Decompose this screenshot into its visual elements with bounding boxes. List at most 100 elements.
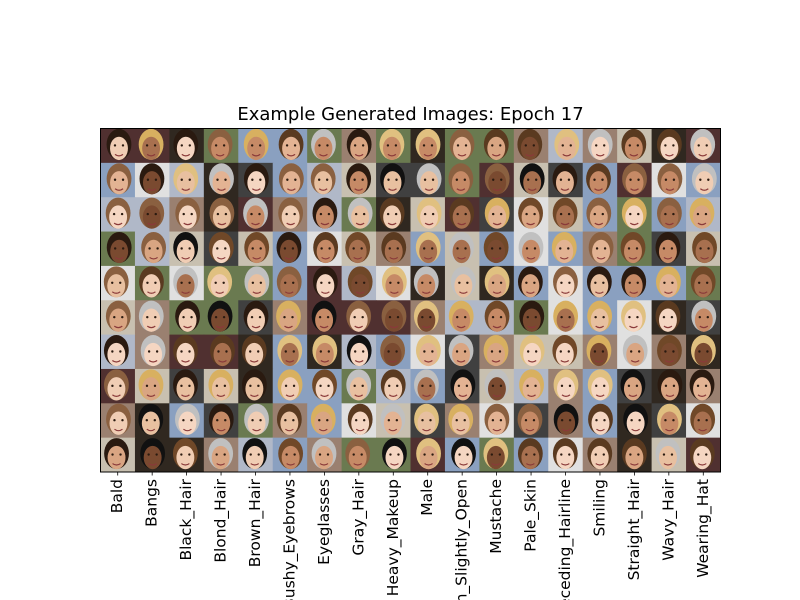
face bbox=[176, 274, 195, 298]
x-tick-label: Straight_Hair bbox=[625, 478, 644, 580]
mouth bbox=[286, 153, 296, 157]
face bbox=[212, 411, 231, 435]
face-tile bbox=[410, 300, 446, 336]
face bbox=[178, 308, 197, 332]
face-tile bbox=[169, 334, 205, 370]
mouth bbox=[252, 428, 261, 432]
mouth bbox=[389, 325, 399, 329]
eye bbox=[389, 281, 392, 284]
face-tile bbox=[651, 334, 687, 370]
x-tick-label: Smiling bbox=[590, 479, 608, 537]
face-tile bbox=[272, 231, 308, 267]
face bbox=[383, 342, 402, 367]
eye bbox=[154, 212, 157, 216]
face-tile bbox=[513, 368, 549, 404]
face-tile bbox=[272, 437, 308, 473]
face-tile bbox=[444, 231, 480, 267]
face bbox=[419, 136, 437, 161]
eye bbox=[431, 453, 434, 456]
eye bbox=[664, 384, 668, 388]
eye bbox=[180, 350, 183, 353]
face bbox=[315, 205, 334, 229]
mouth bbox=[215, 153, 225, 157]
eye bbox=[292, 418, 295, 422]
eye bbox=[525, 247, 529, 250]
mouth bbox=[697, 394, 707, 397]
eye bbox=[595, 247, 599, 250]
face bbox=[693, 411, 712, 435]
eye bbox=[499, 212, 503, 216]
eye bbox=[593, 212, 596, 216]
eye bbox=[111, 384, 114, 388]
face bbox=[349, 308, 368, 332]
face-tile bbox=[238, 231, 274, 267]
eye bbox=[145, 384, 149, 388]
eye bbox=[595, 144, 598, 147]
mouth bbox=[594, 359, 604, 363]
face bbox=[521, 445, 540, 470]
face-tile bbox=[651, 300, 687, 336]
mouth bbox=[148, 463, 158, 466]
face bbox=[176, 171, 195, 195]
eye bbox=[638, 418, 641, 422]
face bbox=[488, 171, 507, 195]
face bbox=[383, 205, 402, 229]
face-tile bbox=[238, 265, 274, 301]
face bbox=[315, 308, 334, 332]
face-tile bbox=[272, 197, 308, 233]
face-tile bbox=[410, 265, 446, 301]
mouth bbox=[181, 256, 191, 260]
eye bbox=[635, 384, 639, 388]
eye bbox=[697, 281, 701, 284]
face bbox=[279, 308, 298, 332]
face-tile bbox=[444, 162, 480, 198]
face bbox=[176, 377, 195, 401]
face-tile bbox=[444, 403, 480, 439]
face bbox=[176, 445, 195, 470]
face bbox=[488, 274, 507, 298]
mouth bbox=[457, 153, 467, 157]
eye bbox=[603, 418, 606, 422]
face-tile bbox=[376, 300, 411, 336]
eye bbox=[672, 350, 675, 353]
face bbox=[348, 445, 367, 470]
mouth bbox=[319, 325, 329, 329]
eye bbox=[603, 384, 606, 388]
eye bbox=[568, 384, 572, 388]
eye bbox=[629, 350, 633, 353]
mouth bbox=[320, 394, 329, 397]
face-tile bbox=[686, 334, 721, 370]
face-tile bbox=[376, 437, 411, 473]
eye bbox=[387, 350, 390, 353]
eye bbox=[180, 384, 183, 388]
face bbox=[315, 342, 334, 367]
face-tile bbox=[582, 403, 618, 439]
mouth bbox=[252, 291, 262, 294]
eye bbox=[457, 384, 461, 388]
mouth bbox=[218, 359, 227, 363]
face-tile bbox=[513, 300, 549, 336]
mouth bbox=[423, 256, 433, 260]
eye bbox=[636, 315, 639, 319]
eye bbox=[567, 212, 571, 216]
face bbox=[624, 136, 643, 161]
face-tile bbox=[100, 231, 136, 267]
mouth bbox=[215, 325, 225, 329]
mouth bbox=[423, 153, 433, 157]
eye bbox=[629, 178, 632, 181]
mouth bbox=[318, 188, 328, 191]
face-tile bbox=[203, 300, 239, 336]
mouth bbox=[595, 325, 604, 329]
face-tile bbox=[307, 162, 343, 198]
mouth bbox=[146, 153, 156, 157]
mouth bbox=[249, 359, 259, 363]
face bbox=[107, 377, 126, 401]
eye bbox=[180, 178, 183, 181]
eye bbox=[704, 212, 708, 216]
face-tile bbox=[444, 437, 480, 473]
eye bbox=[601, 212, 604, 216]
eye bbox=[492, 178, 495, 181]
face-tile bbox=[651, 437, 687, 473]
face-tile bbox=[548, 300, 584, 336]
face bbox=[452, 239, 471, 264]
